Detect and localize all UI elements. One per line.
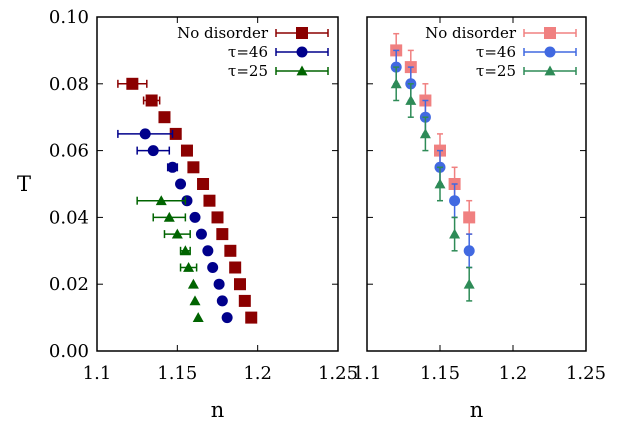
data-point bbox=[238, 294, 251, 307]
legend-entry-1: τ=46 bbox=[476, 43, 577, 61]
data-point bbox=[224, 244, 237, 257]
data-point bbox=[207, 262, 219, 273]
data-point bbox=[202, 245, 214, 257]
data-point bbox=[449, 195, 461, 207]
data-point bbox=[463, 211, 476, 224]
data-point bbox=[167, 161, 179, 173]
legend-marker bbox=[544, 46, 556, 58]
x-axis-label: n bbox=[211, 398, 225, 422]
data-point bbox=[216, 295, 228, 307]
series-0 bbox=[390, 32, 476, 235]
data-point bbox=[419, 128, 431, 139]
x-tick-label: 1.25 bbox=[318, 363, 358, 384]
data-point bbox=[145, 94, 158, 107]
legend-label: τ=46 bbox=[228, 43, 268, 61]
y-tick-label: 0.04 bbox=[49, 207, 89, 228]
data-point bbox=[449, 228, 461, 239]
plot-frame bbox=[96, 16, 339, 352]
legend-marker bbox=[296, 46, 308, 58]
data-point bbox=[463, 245, 475, 257]
data-point bbox=[187, 161, 200, 174]
legend-entry-0: No disorder bbox=[177, 24, 329, 42]
x-axis-label: n bbox=[470, 398, 484, 422]
data-point bbox=[139, 128, 151, 140]
x-tick-label: 1.1 bbox=[83, 363, 112, 384]
series-0 bbox=[117, 77, 258, 324]
x-tick-label: 1.2 bbox=[243, 363, 272, 384]
x-tick-label: 1.1 bbox=[353, 363, 382, 384]
y-tick-label: 0.10 bbox=[49, 7, 89, 28]
left-panel: 1.1 1.15 1.2 1.25 0.00 0.02 0.04 0.06 0.08 0.10 n T… bbox=[17, 7, 358, 422]
legend-entry-2: τ=25 bbox=[228, 62, 329, 80]
series-2 bbox=[390, 66, 475, 302]
y-axis-label: T bbox=[17, 172, 31, 196]
data-point bbox=[405, 95, 417, 105]
legend-label: τ=25 bbox=[228, 62, 268, 80]
data-point bbox=[463, 278, 475, 289]
legend-marker bbox=[544, 65, 556, 76]
data-point bbox=[211, 211, 224, 224]
legend-marker bbox=[296, 65, 308, 76]
legend-label: τ=46 bbox=[476, 43, 516, 61]
legend-entry-2: τ=25 bbox=[476, 62, 577, 80]
data-point bbox=[216, 228, 229, 241]
x-tick-label: 1.25 bbox=[566, 363, 606, 384]
data-point bbox=[221, 312, 233, 324]
series-1 bbox=[390, 49, 475, 269]
data-point bbox=[213, 278, 225, 290]
data-point bbox=[197, 178, 210, 190]
data-point bbox=[158, 111, 171, 124]
data-point bbox=[169, 127, 182, 140]
y-tick-label: 0.02 bbox=[49, 274, 89, 295]
data-point bbox=[180, 144, 193, 157]
data-point bbox=[195, 228, 207, 240]
data-point bbox=[175, 178, 187, 190]
data-point bbox=[147, 145, 159, 157]
data-point bbox=[245, 311, 258, 324]
data-point bbox=[155, 195, 167, 206]
x-tick-label: 1.15 bbox=[420, 363, 460, 384]
legend-marker bbox=[296, 27, 308, 39]
data-point bbox=[434, 178, 446, 189]
legend-label: τ=25 bbox=[476, 62, 516, 80]
legend-label: No disorder bbox=[425, 24, 517, 42]
y-tick-label: 0.08 bbox=[49, 74, 89, 95]
legend-entry-1: τ=46 bbox=[228, 43, 329, 61]
data-point bbox=[179, 245, 191, 256]
data-point bbox=[192, 312, 204, 322]
y-tick-label: 0.00 bbox=[49, 341, 89, 362]
series-1 bbox=[117, 128, 233, 324]
legend-label: No disorder bbox=[177, 24, 269, 42]
data-point bbox=[187, 278, 199, 289]
data-point bbox=[390, 78, 402, 89]
data-point bbox=[189, 295, 201, 306]
data-point bbox=[126, 77, 139, 90]
y-tick-label: 0.06 bbox=[49, 141, 89, 162]
legend-marker bbox=[544, 27, 556, 39]
plot-frame bbox=[366, 16, 587, 352]
x-tick-label: 1.2 bbox=[499, 363, 528, 384]
data-point bbox=[163, 211, 175, 222]
series-2 bbox=[136, 195, 204, 322]
data-point bbox=[229, 261, 242, 274]
legend-entry-0: No disorder bbox=[425, 24, 577, 42]
data-point bbox=[181, 195, 193, 207]
data-point bbox=[233, 278, 246, 291]
data-point bbox=[189, 211, 201, 223]
data-point bbox=[171, 228, 183, 239]
x-tick-label: 1.15 bbox=[157, 363, 197, 384]
data-point bbox=[203, 194, 216, 207]
data-point bbox=[183, 262, 195, 272]
